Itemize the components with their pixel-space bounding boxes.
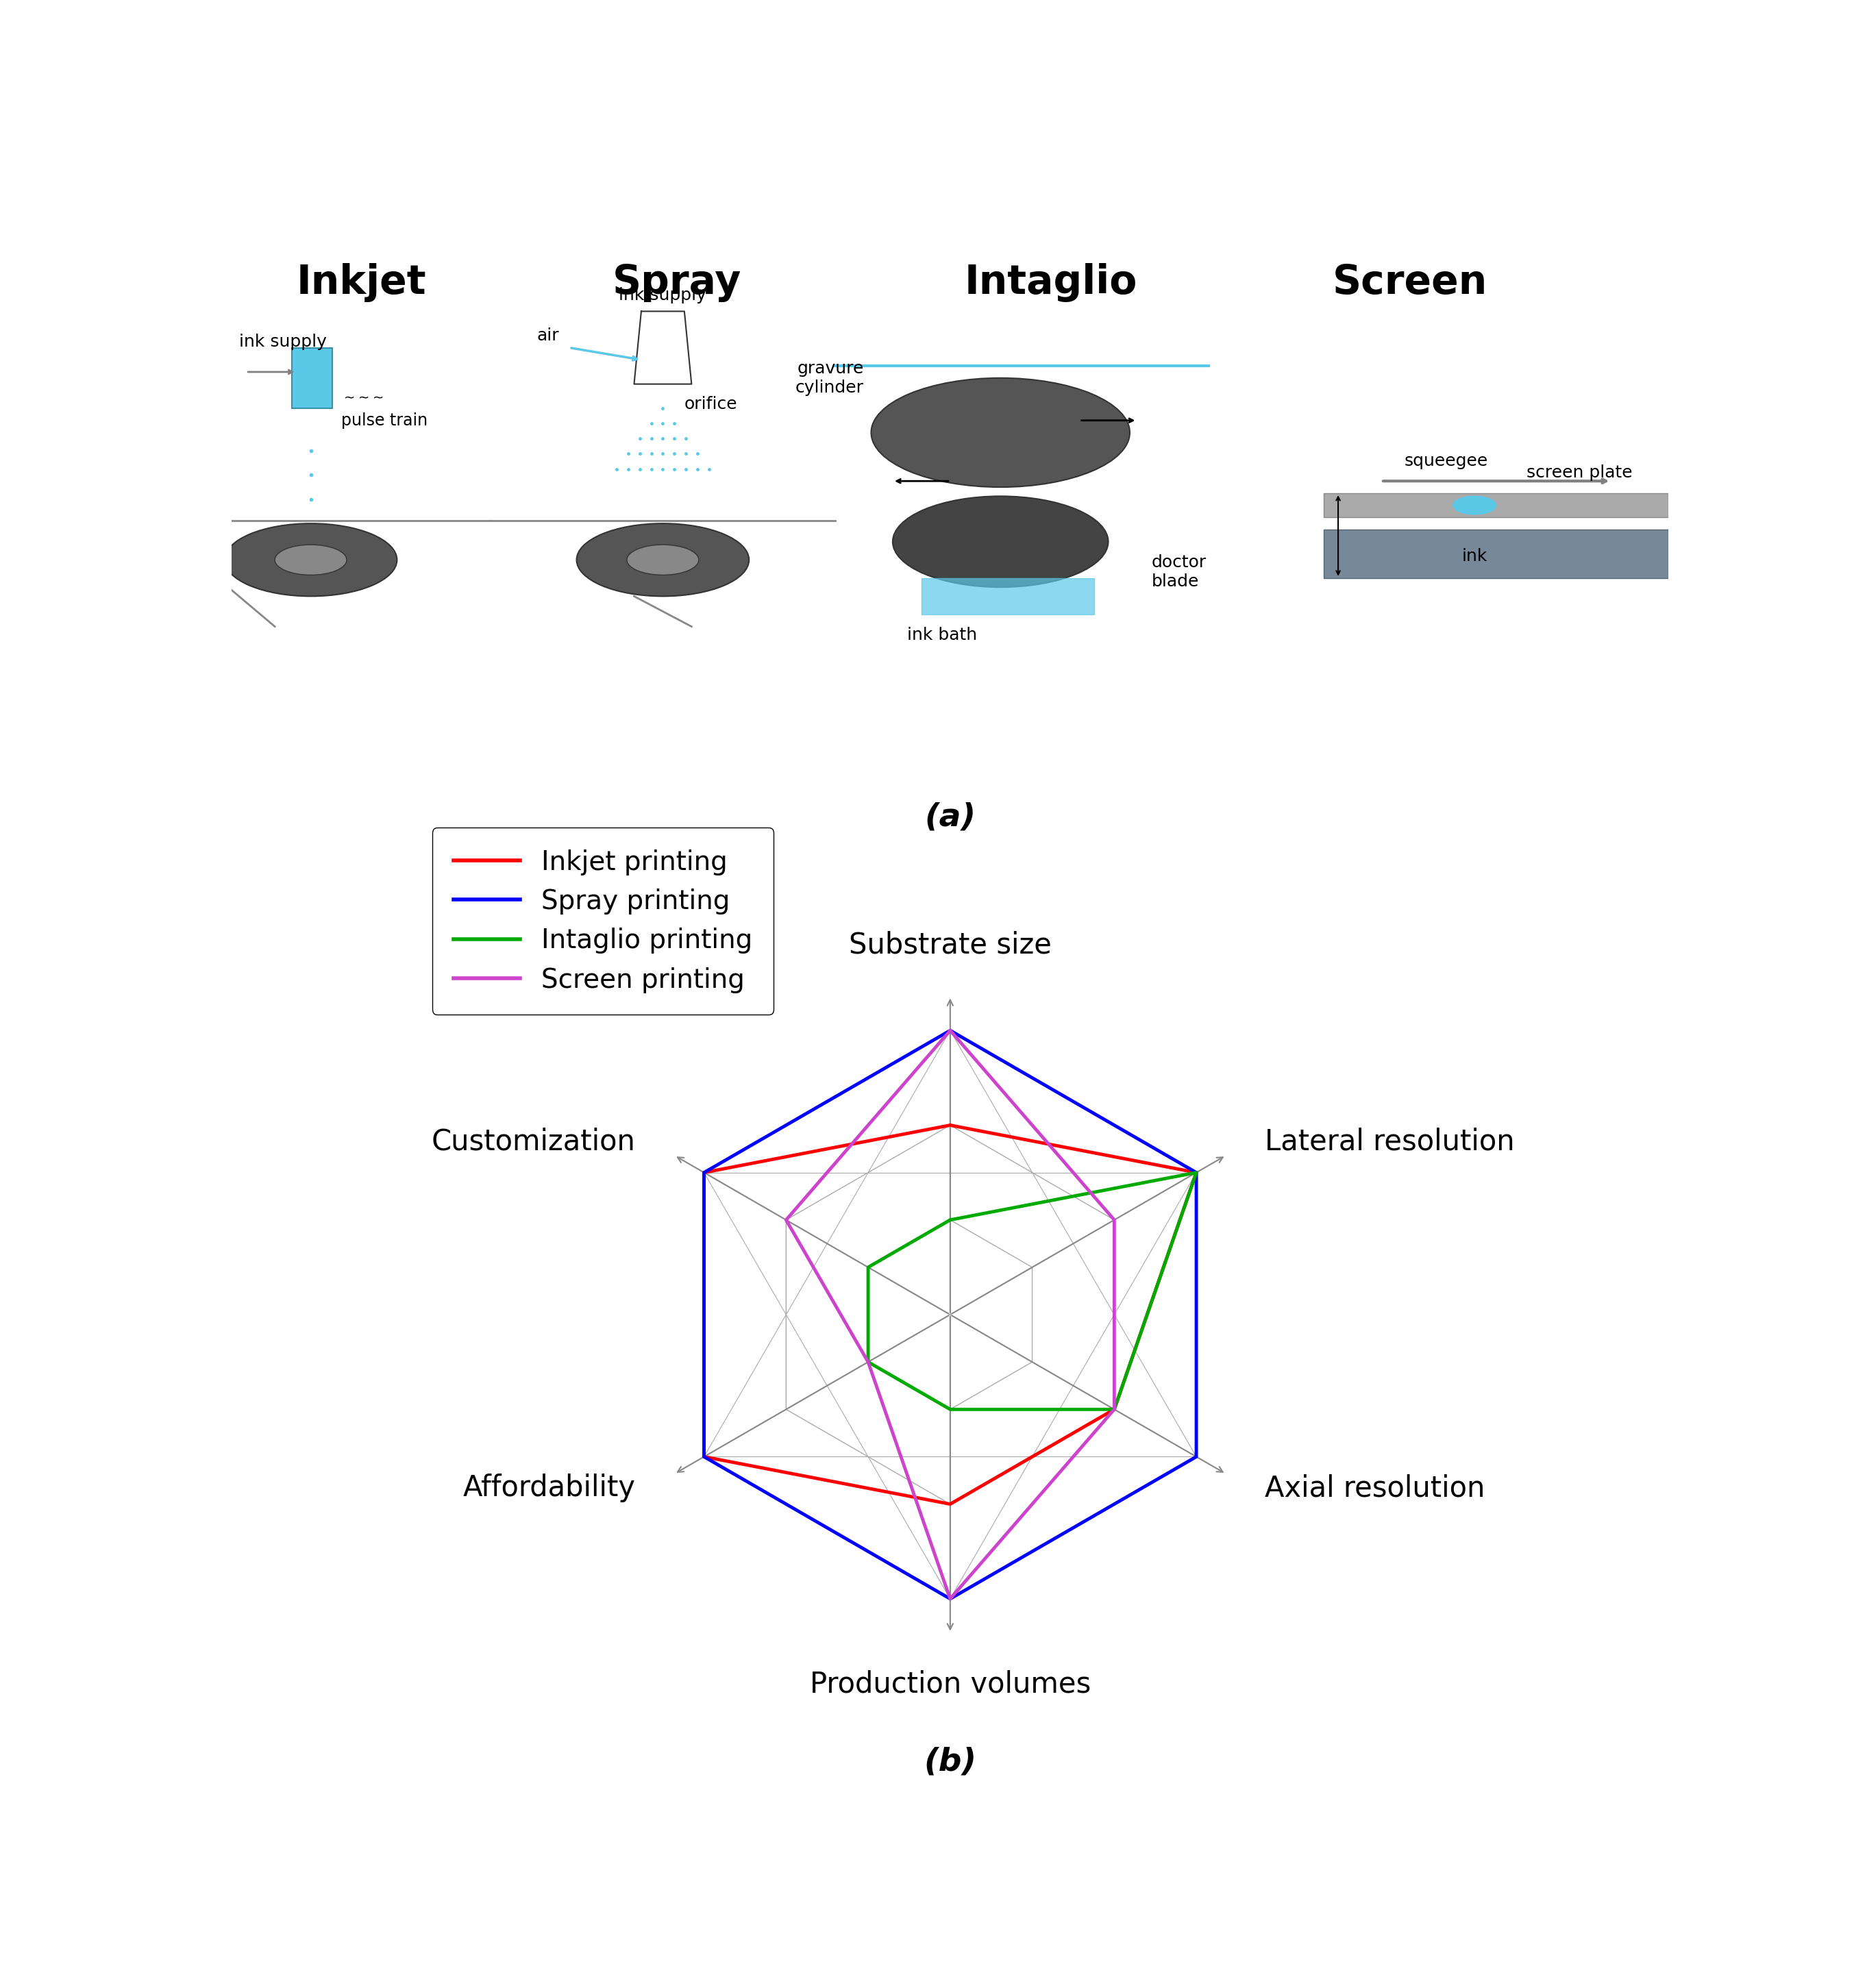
Text: ink supply: ink supply (619, 286, 706, 304)
Legend: Inkjet printing, Spray printing, Intaglio printing, Screen printing: Inkjet printing, Spray printing, Intagli… (432, 827, 773, 1014)
Text: Substrate size: Substrate size (849, 930, 1051, 960)
Text: orifice: orifice (684, 396, 738, 414)
Circle shape (1454, 497, 1496, 515)
Text: air: air (536, 328, 560, 344)
Text: (b): (b) (923, 1747, 977, 1777)
Text: Customization: Customization (432, 1127, 636, 1155)
Text: Production volumes: Production volumes (810, 1670, 1090, 1698)
Text: $\sim\!\sim\!\sim$: $\sim\!\sim\!\sim$ (341, 390, 384, 404)
Bar (293, 348, 332, 408)
Text: Intaglio: Intaglio (964, 262, 1137, 302)
Text: screen plate: screen plate (1526, 465, 1633, 481)
Bar (921, 579, 1094, 614)
Circle shape (224, 523, 397, 596)
Text: Axial resolution: Axial resolution (1264, 1473, 1485, 1503)
Text: Lateral resolution: Lateral resolution (1264, 1127, 1515, 1155)
Text: Affordability: Affordability (464, 1473, 636, 1503)
Text: pulse train: pulse train (341, 412, 428, 429)
Bar (1324, 493, 1669, 517)
Text: gravure
cylinder: gravure cylinder (795, 360, 864, 396)
Text: Spray: Spray (612, 262, 742, 302)
Circle shape (871, 378, 1129, 487)
Text: squeegee: squeegee (1403, 453, 1487, 469)
Circle shape (577, 523, 749, 596)
Text: ink bath: ink bath (907, 626, 977, 642)
Text: Screen: Screen (1333, 262, 1487, 302)
Text: ink supply: ink supply (239, 334, 326, 350)
Text: ink: ink (1461, 549, 1487, 565)
Text: (a): (a) (925, 801, 975, 833)
Circle shape (894, 497, 1109, 586)
Text: doctor
blade: doctor blade (1151, 555, 1207, 590)
Text: Inkjet: Inkjet (297, 262, 426, 302)
Bar (1324, 529, 1669, 579)
Circle shape (274, 545, 347, 575)
Circle shape (627, 545, 699, 575)
